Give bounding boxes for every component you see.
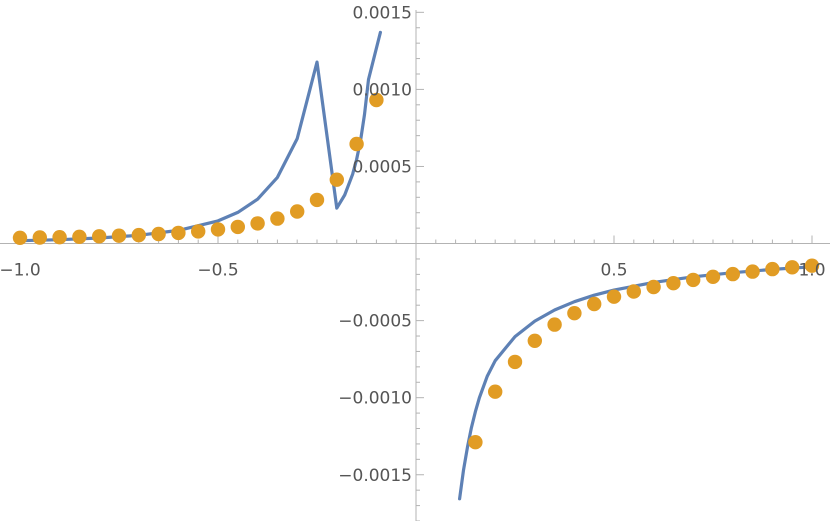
data-point [567, 306, 582, 321]
y-tick-label: 0.0015 [353, 3, 412, 23]
data-point [52, 230, 67, 245]
tick-labels: −1.0 −0.5 0.5 1.0 0.0015 0.0010 0.0005 −0.0005 −… [0, 3, 826, 485]
data-point [290, 204, 305, 219]
data-point [131, 227, 146, 243]
data-point [72, 229, 87, 244]
data-point [527, 333, 542, 348]
data-point [210, 222, 226, 237]
data-point [369, 92, 384, 108]
y-tick-label: −0.0005 [338, 312, 412, 332]
y-tick-label: 0.0005 [353, 157, 412, 177]
data-point [92, 229, 107, 244]
data-point [270, 211, 285, 226]
x-tick-label: −1.0 [0, 261, 41, 281]
curve-segment-2 [458, 265, 814, 501]
data-point [12, 230, 28, 245]
y-tick-label: −0.0015 [338, 466, 412, 486]
data-point [507, 354, 523, 370]
data-point [468, 435, 483, 450]
x-tick-label: 1.0 [798, 261, 825, 281]
y-tick-label: −0.0010 [338, 389, 412, 409]
data-point [646, 279, 661, 295]
data-point [705, 269, 721, 284]
data-point [666, 276, 681, 291]
data-point [250, 216, 265, 231]
y-tick-label: 0.0010 [353, 80, 412, 100]
data-point [191, 224, 206, 239]
data-point [626, 284, 641, 299]
data-point [349, 136, 364, 152]
axes [0, 10, 830, 521]
data-point [329, 172, 344, 187]
data-point [587, 296, 602, 312]
data-point [32, 230, 47, 245]
data-point [171, 225, 186, 241]
data-point [151, 226, 166, 242]
points-layer [12, 92, 820, 450]
data-point [686, 272, 701, 288]
data-point [488, 384, 503, 399]
data-point [230, 219, 245, 235]
data-point [745, 264, 760, 279]
x-tick-label: −0.5 [197, 261, 238, 281]
x-tick-label: 0.5 [600, 261, 627, 281]
data-point [785, 260, 800, 275]
data-point [111, 228, 127, 243]
curve-segment-1 [18, 30, 382, 243]
data-point [606, 289, 622, 304]
data-point [547, 317, 562, 332]
data-point [725, 266, 740, 282]
data-point [804, 258, 820, 273]
data-point [765, 261, 780, 277]
data-point [309, 192, 325, 208]
